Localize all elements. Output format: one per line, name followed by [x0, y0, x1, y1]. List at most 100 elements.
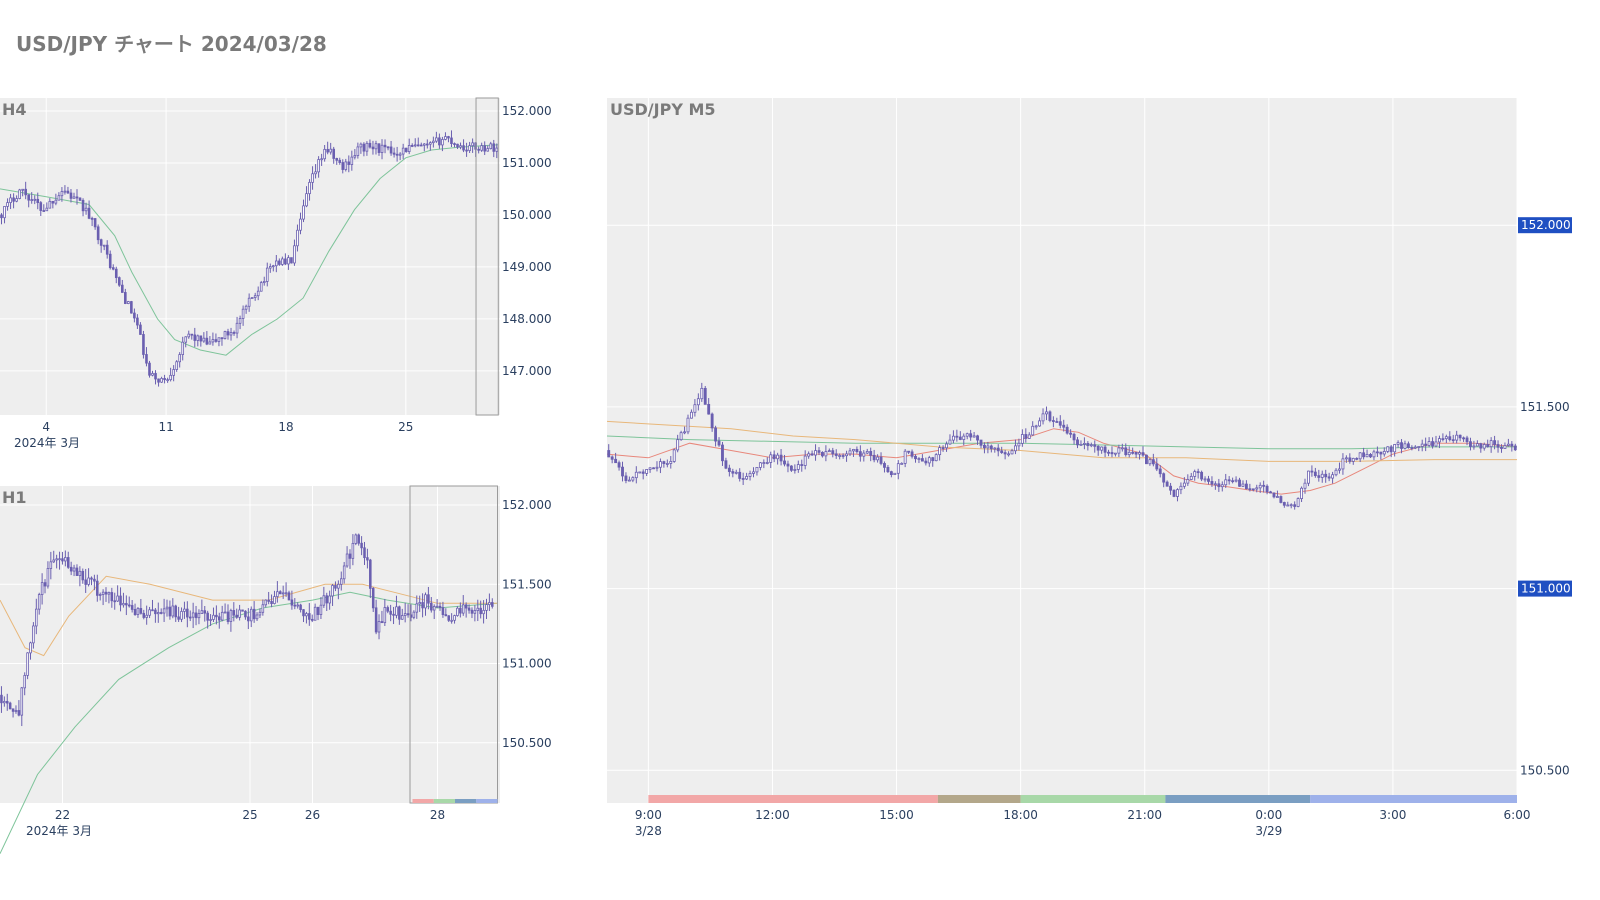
candle-body — [453, 615, 456, 621]
x-tick-label: 6:00 — [1504, 808, 1531, 822]
candle-body — [342, 565, 346, 580]
candle-body — [273, 596, 276, 604]
candle-body — [238, 318, 242, 324]
candle-body — [1272, 492, 1276, 498]
candle-body — [658, 461, 662, 468]
candle-body — [371, 146, 375, 150]
m5-candles — [607, 382, 1517, 510]
candle-body — [1220, 484, 1224, 488]
candle-body — [168, 606, 172, 617]
candle-body — [338, 159, 342, 163]
candle-body — [1320, 473, 1324, 478]
candle-body — [256, 290, 260, 297]
candle-body — [1148, 459, 1152, 465]
candle-body — [1482, 444, 1486, 449]
candle-body — [202, 337, 206, 342]
candle-body — [672, 449, 676, 462]
candle-body — [1096, 445, 1100, 451]
candle-body — [127, 301, 130, 304]
candle-body — [165, 606, 169, 610]
candle-body — [900, 462, 904, 465]
candle-body — [369, 559, 372, 589]
candle-body — [308, 181, 311, 195]
candle-body — [226, 611, 230, 622]
candle-body — [1451, 439, 1455, 442]
x-tick-label: 18:00 — [1003, 808, 1038, 822]
y-tick-label: 147.000 — [502, 364, 552, 378]
candle-body — [281, 258, 284, 265]
candle-body — [215, 614, 218, 618]
candle-body — [1127, 451, 1131, 456]
candle-body — [284, 258, 287, 265]
candle-body — [244, 610, 247, 618]
candle-body — [872, 454, 876, 461]
candle-body — [386, 607, 390, 612]
price-badge — [1518, 580, 1572, 597]
x-tick-label: 18 — [278, 420, 293, 434]
candle-body — [326, 148, 329, 153]
candle-body — [450, 619, 453, 622]
candle-body — [407, 145, 411, 152]
candle-body — [1365, 454, 1369, 458]
candle-body — [432, 606, 436, 611]
candle-body — [1269, 491, 1272, 494]
m5-ma-lines — [606, 420, 1518, 495]
price-badge — [1518, 217, 1572, 234]
y-tick-label: 152.000 — [502, 104, 552, 118]
candle-body — [389, 610, 392, 615]
candle-body — [429, 142, 432, 145]
candle-body — [1355, 457, 1359, 460]
candle-body — [464, 604, 468, 609]
candle-body — [271, 265, 275, 268]
candle-body — [29, 642, 32, 654]
candle-body — [965, 433, 969, 437]
candle-body — [421, 602, 424, 609]
candle-body — [827, 450, 831, 453]
candle-body — [745, 476, 749, 480]
x-tick-label: 12:00 — [755, 808, 790, 822]
candle-body — [371, 587, 375, 609]
candle-body — [223, 331, 227, 339]
candle-body — [879, 456, 883, 464]
y-tick-label: 151.500 — [502, 577, 552, 591]
candle-body — [1486, 444, 1490, 448]
candle-body — [1362, 452, 1366, 458]
candle-body — [986, 445, 990, 449]
candle-body — [110, 592, 114, 602]
candle-body — [337, 583, 340, 589]
candle-body — [366, 557, 369, 561]
candle-body — [1134, 451, 1138, 455]
candle-body — [1082, 443, 1086, 445]
candle-body — [383, 144, 387, 148]
x-tick-label: 9:00 — [635, 808, 662, 822]
candle-body — [862, 452, 866, 457]
candle-body — [1375, 451, 1379, 454]
candle-body — [432, 140, 435, 144]
candle-body — [683, 431, 686, 434]
candle-body — [40, 582, 44, 595]
candle-body — [845, 453, 848, 457]
candle-body — [139, 324, 142, 335]
candle-body — [1410, 447, 1414, 449]
candle-body — [389, 146, 393, 154]
candle-body — [46, 568, 50, 587]
candle-body — [1427, 441, 1431, 446]
candle-body — [1403, 443, 1407, 449]
candle-body — [1438, 438, 1441, 443]
m5-session-bands — [648, 795, 1517, 803]
candle-body — [1479, 443, 1483, 449]
candle-body — [447, 136, 450, 139]
candle-body — [334, 585, 337, 589]
candle-body — [0, 214, 3, 219]
candle-body — [377, 621, 381, 633]
candle-body — [1513, 445, 1517, 451]
candle-body — [1089, 444, 1093, 447]
candle-body — [188, 616, 192, 619]
candle-body — [296, 229, 299, 247]
candle-body — [49, 561, 53, 569]
candle-body — [57, 195, 61, 201]
candle-body — [435, 605, 439, 608]
candle-body — [211, 339, 215, 343]
candle-body — [624, 475, 628, 481]
candle-body — [1379, 451, 1383, 455]
